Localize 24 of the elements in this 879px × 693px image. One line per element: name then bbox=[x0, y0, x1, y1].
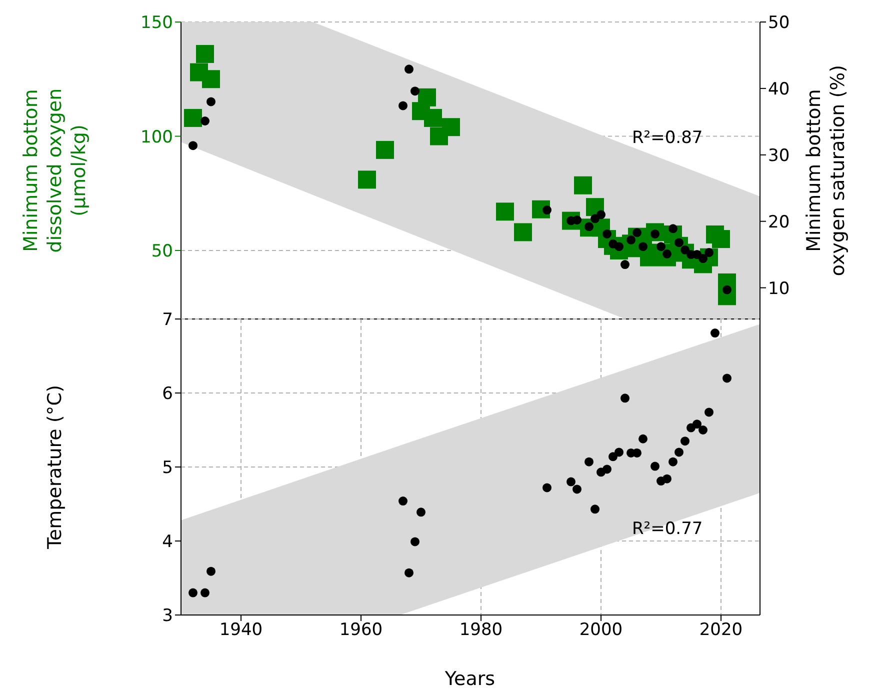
y-tick-label: 5 bbox=[162, 458, 173, 478]
y-axis-title: Minimum bottom dissolved oxygen (μmol/kg) bbox=[20, 88, 90, 253]
y2-tick-label: 10 bbox=[768, 278, 790, 299]
y2-axis-title: Minimum bottom oxygen saturation (%) bbox=[803, 64, 849, 276]
y-axis-title: Temperature (°C) bbox=[44, 385, 66, 550]
y-tick-label: 4 bbox=[162, 532, 173, 552]
y2-tick-label: 50 bbox=[768, 13, 790, 34]
y-tick-label: 50 bbox=[151, 241, 173, 262]
y2-tick-label: 30 bbox=[768, 146, 790, 166]
x-tick-label: 2000 bbox=[579, 620, 623, 640]
y2-tick-label: 20 bbox=[768, 212, 790, 232]
x-tick-label: 1980 bbox=[459, 620, 503, 640]
x-axis-title: Years bbox=[444, 668, 496, 690]
y-tick-label: 6 bbox=[162, 384, 173, 404]
x-tick-label: 1960 bbox=[339, 620, 383, 640]
y-tick-label: 3 bbox=[162, 606, 173, 626]
y-tick-label: 100 bbox=[140, 127, 173, 148]
y2-tick-label: 40 bbox=[768, 79, 790, 100]
x-tick-label: 2020 bbox=[699, 620, 743, 640]
x-tick-label: 1940 bbox=[219, 620, 263, 640]
annotation: R²=0.87 bbox=[632, 128, 703, 148]
annotation: R²=0.77 bbox=[632, 519, 703, 539]
y-tick-label: 150 bbox=[140, 13, 173, 34]
y-tick-label: 7 bbox=[162, 310, 173, 330]
